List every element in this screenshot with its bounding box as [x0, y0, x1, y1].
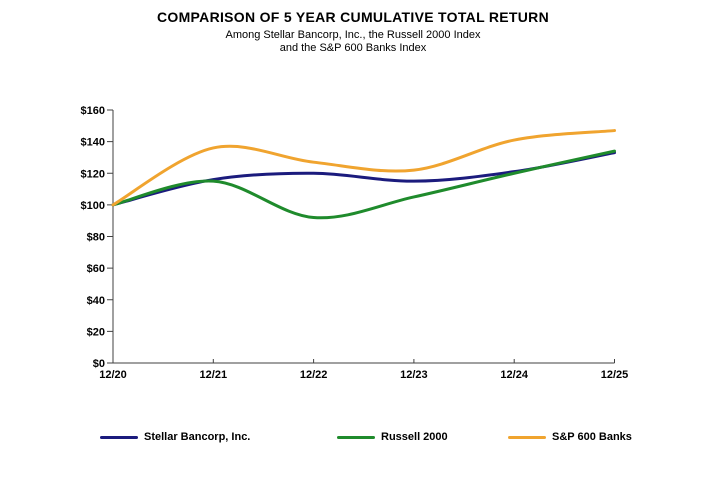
y-tick-label: $160 — [81, 105, 105, 117]
y-tick-label: $60 — [87, 263, 105, 275]
x-tick-label: 12/20 — [99, 369, 127, 381]
y-tick-label: $40 — [87, 295, 105, 307]
series-line-s-p-600-banks — [111, 129, 616, 207]
y-tick-label: $20 — [87, 326, 105, 338]
series-line-stellar-bancorp-inc — [111, 151, 616, 207]
legend-label: Russell 2000 — [381, 431, 448, 443]
legend-label: Stellar Bancorp, Inc. — [144, 431, 251, 443]
x-tick-label: 12/21 — [200, 369, 228, 381]
y-tick-label: $100 — [81, 200, 105, 212]
chart-subtitle-line1: Among Stellar Bancorp, Inc., the Russell… — [225, 29, 481, 41]
legend-entry-russell-2000: Russell 2000 — [337, 430, 448, 444]
x-tick-label: 12/22 — [300, 369, 328, 381]
legend-label: S&P 600 Banks — [552, 431, 632, 443]
chart-subtitle-line2: and the S&P 600 Banks Index — [279, 42, 427, 54]
y-tick-label: $80 — [87, 232, 105, 244]
chart-header: COMPARISON OF 5 YEAR CUMULATIVE TOTAL RE… — [0, 9, 706, 55]
legend-line-swatch-green — [337, 435, 375, 439]
series-line-russell-2000 — [111, 149, 616, 220]
axis-lines — [112, 110, 615, 364]
chart-title: COMPARISON OF 5 YEAR CUMULATIVE TOTAL RE… — [157, 9, 549, 25]
x-tick-label: 12/25 — [601, 369, 629, 381]
legend-line-swatch-navy — [100, 435, 138, 439]
chart-legend: Stellar Bancorp, Inc. Russell 2000 S&P 6… — [0, 430, 706, 446]
x-tick-label: 12/23 — [400, 369, 428, 381]
y-tick-label: $120 — [81, 168, 105, 180]
y-tick-label: $0 — [93, 358, 105, 370]
legend-line-swatch-orange — [508, 435, 546, 439]
y-tick-label: $140 — [81, 137, 105, 149]
legend-entry-stellar-bancorp: Stellar Bancorp, Inc. — [100, 430, 250, 444]
legend-entry-sp600-banks: S&P 600 Banks — [508, 430, 632, 444]
x-tick-label: 12/24 — [500, 369, 528, 381]
